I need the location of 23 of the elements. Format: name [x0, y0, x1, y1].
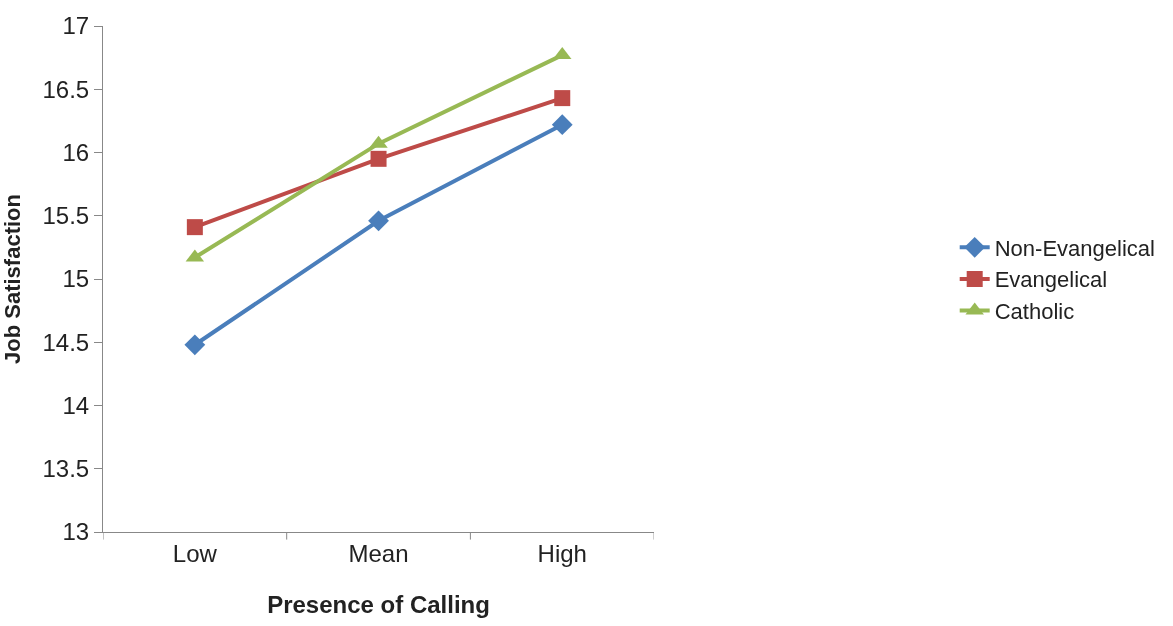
y-tick-label: 16	[62, 138, 90, 166]
point	[184, 334, 206, 356]
y-tick-label: 13.5	[42, 455, 90, 483]
point	[370, 150, 387, 167]
legend-label: Catholic	[994, 299, 1075, 325]
legend-label: Non-Evangelical	[994, 235, 1155, 261]
y-tick-label: 15.5	[42, 202, 90, 230]
y-tick-label: 17	[62, 12, 90, 40]
x-tick-label: Low	[172, 539, 218, 567]
point	[551, 114, 573, 136]
point	[368, 210, 389, 232]
y-tick-label: 16.5	[42, 75, 90, 103]
y-tick-label: 14	[62, 391, 90, 419]
y-tick-label: 13	[62, 518, 90, 546]
y-tick-label: 15	[62, 265, 90, 293]
legend-label: Evangelical	[994, 267, 1108, 293]
y-tick-label: 14.5	[42, 328, 90, 356]
point	[554, 90, 571, 107]
x-tick-label: Mean	[348, 539, 409, 567]
point	[186, 219, 203, 236]
y-axis-title: Job Satisfaction	[0, 194, 26, 364]
x-tick-label: High	[537, 539, 587, 567]
x-axis-title: Presence of Calling	[267, 591, 490, 619]
